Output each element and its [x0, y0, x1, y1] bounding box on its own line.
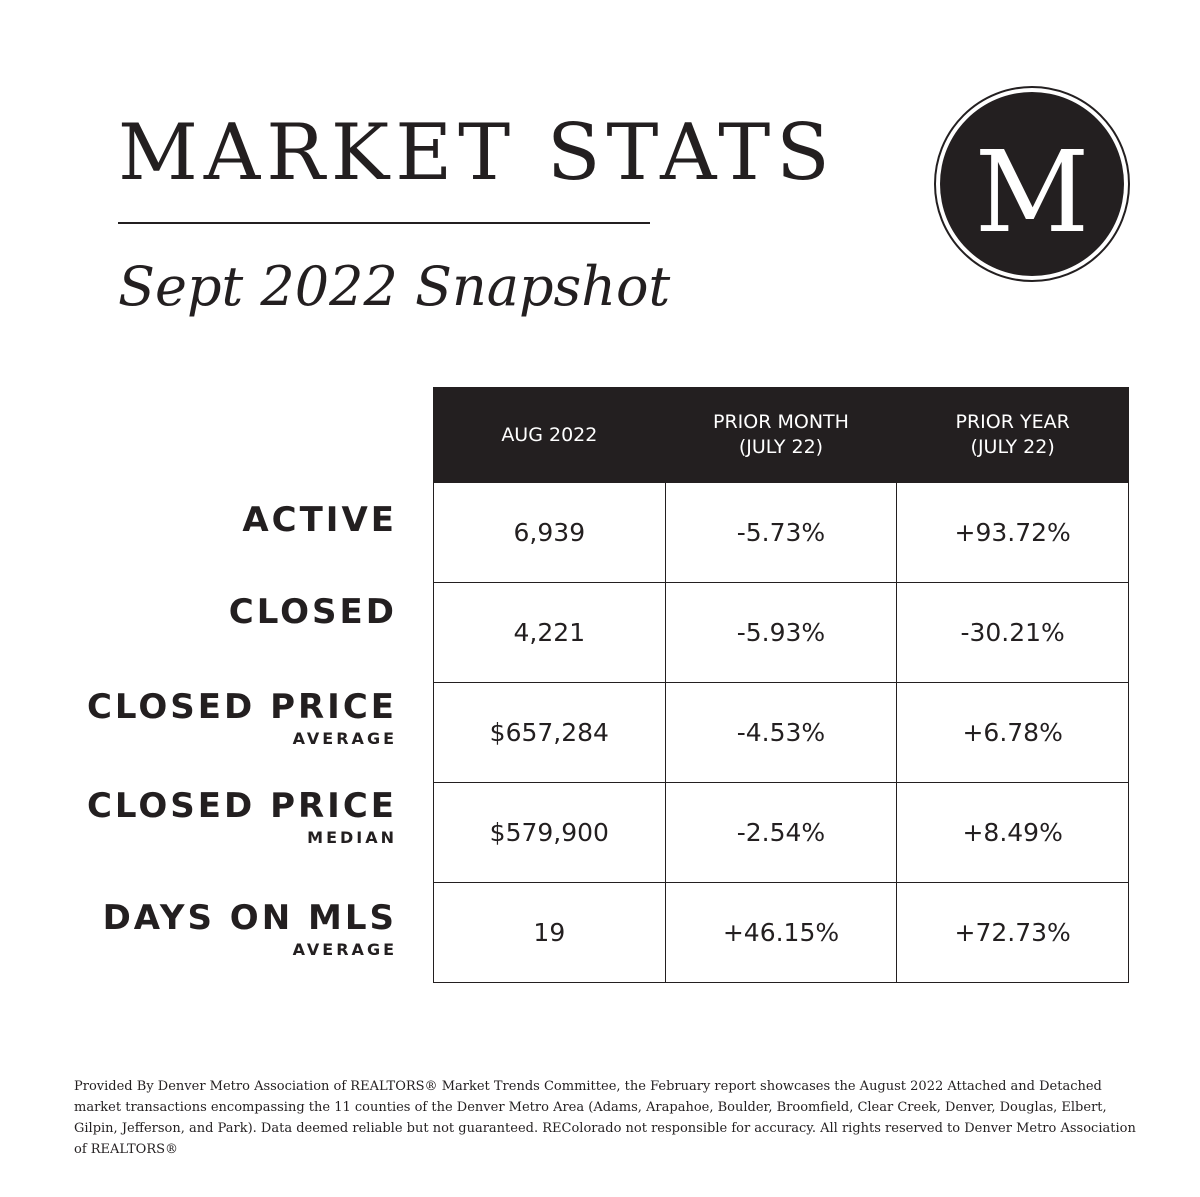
table-row: $579,900 -2.54% +8.49%	[433, 782, 1129, 883]
row-label-closed: CLOSED	[229, 592, 397, 632]
table-header-row: AUG 2022 PRIOR MONTH (JULY 22) PRIOR YEA…	[433, 387, 1129, 483]
table-cell: 19	[433, 882, 666, 983]
market-stats-table: AUG 2022 PRIOR MONTH (JULY 22) PRIOR YEA…	[433, 387, 1129, 983]
table-cell: +46.15%	[664, 882, 898, 983]
logo-letter: M	[975, 128, 1090, 258]
column-header-prior-month: PRIOR MONTH (JULY 22)	[664, 387, 898, 483]
row-sublabel-text: MEDIAN	[307, 828, 397, 847]
column-header-line: AUG 2022	[501, 423, 598, 446]
column-header-line: (JULY 22)	[970, 436, 1055, 458]
table-cell: +8.49%	[896, 782, 1129, 883]
row-label-active: ACTIVE	[242, 500, 397, 540]
column-header-line: PRIOR YEAR	[955, 411, 1070, 433]
table-cell: 6,939	[433, 482, 666, 583]
column-header-aug-2022: AUG 2022	[433, 387, 666, 483]
brand-logo-icon: M	[934, 86, 1130, 282]
row-label-days-on-mls: DAYS ON MLS AVERAGE	[103, 898, 397, 960]
page-title: MARKET STATS	[118, 108, 836, 198]
table-row: 4,221 -5.93% -30.21%	[433, 582, 1129, 683]
table-row: 6,939 -5.73% +93.72%	[433, 482, 1129, 583]
row-label-text: CLOSED PRICE	[86, 687, 397, 727]
row-sublabel-text: AVERAGE	[292, 940, 397, 959]
row-sublabel-text: AVERAGE	[292, 729, 397, 748]
table-cell: +72.73%	[896, 882, 1129, 983]
row-label-text: CLOSED	[228, 592, 397, 632]
table-cell: +93.72%	[896, 482, 1129, 583]
column-header-line: (JULY 22)	[738, 436, 824, 458]
table-cell: -4.53%	[664, 682, 898, 783]
page-subtitle: Sept 2022 Snapshot	[118, 255, 671, 318]
table-row: 19 +46.15% +72.73%	[433, 882, 1129, 983]
table-cell: $657,284	[433, 682, 666, 783]
table-cell: $579,900	[433, 782, 666, 883]
table-cell: -2.54%	[664, 782, 898, 883]
row-label-closed-price-median: CLOSED PRICE MEDIAN	[87, 786, 397, 848]
row-label-text: CLOSED PRICE	[86, 786, 397, 826]
table-cell: -5.93%	[664, 582, 898, 683]
table-cell: -30.21%	[896, 582, 1129, 683]
row-label-text: DAYS ON MLS	[102, 898, 397, 938]
row-label-closed-price-average: CLOSED PRICE AVERAGE	[87, 687, 397, 749]
column-header-prior-year: PRIOR YEAR (JULY 22)	[896, 387, 1129, 483]
title-divider	[118, 222, 650, 224]
table-row: $657,284 -4.53% +6.78%	[433, 682, 1129, 783]
table-cell: +6.78%	[896, 682, 1129, 783]
table-cell: -5.73%	[664, 482, 898, 583]
column-header-line: PRIOR MONTH	[713, 411, 849, 433]
disclaimer-footnote: Provided By Denver Metro Association of …	[74, 1079, 1136, 1157]
table-cell: 4,221	[433, 582, 666, 683]
row-label-text: ACTIVE	[242, 500, 397, 540]
